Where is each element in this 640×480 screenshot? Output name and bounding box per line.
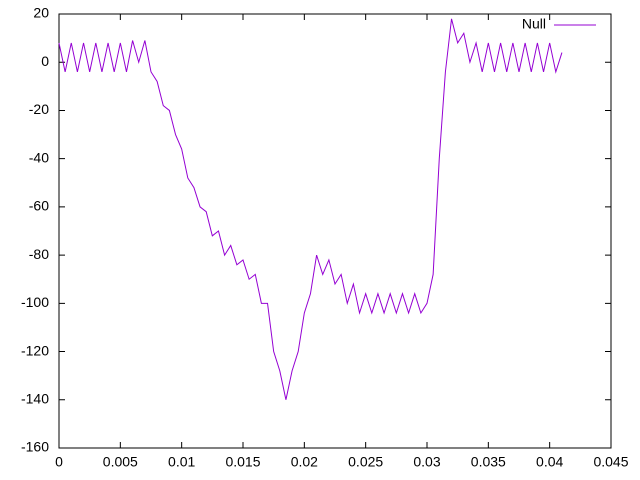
- data-line: [58, 18, 563, 400]
- y-tick-label: -100: [21, 294, 49, 310]
- x-tick-label: 0.03: [413, 454, 440, 470]
- y-tick-label: -120: [21, 342, 49, 358]
- y-tick-label: -160: [21, 439, 49, 455]
- x-tick-label: 0.025: [348, 454, 383, 470]
- x-tick-label: 0.01: [168, 454, 195, 470]
- x-tick-label: 0.045: [593, 454, 628, 470]
- legend-label: Null: [522, 16, 546, 32]
- y-tick-label: -40: [29, 149, 49, 165]
- x-tick-label: 0.015: [225, 454, 260, 470]
- x-tick-label: 0: [55, 454, 63, 470]
- y-tick-label: 0: [41, 53, 49, 69]
- plot-border: [58, 13, 612, 449]
- y-tick-label: -20: [29, 101, 49, 117]
- x-tick-label: 0.005: [103, 454, 138, 470]
- x-tick-label: 0.035: [471, 454, 506, 470]
- y-tick-label: -80: [29, 246, 49, 262]
- x-tick-label: 0.02: [291, 454, 318, 470]
- y-tick-label: -60: [29, 198, 49, 214]
- x-tick-label: 0.04: [536, 454, 563, 470]
- y-tick-label: 20: [33, 5, 49, 21]
- y-tick-label: -140: [21, 390, 49, 406]
